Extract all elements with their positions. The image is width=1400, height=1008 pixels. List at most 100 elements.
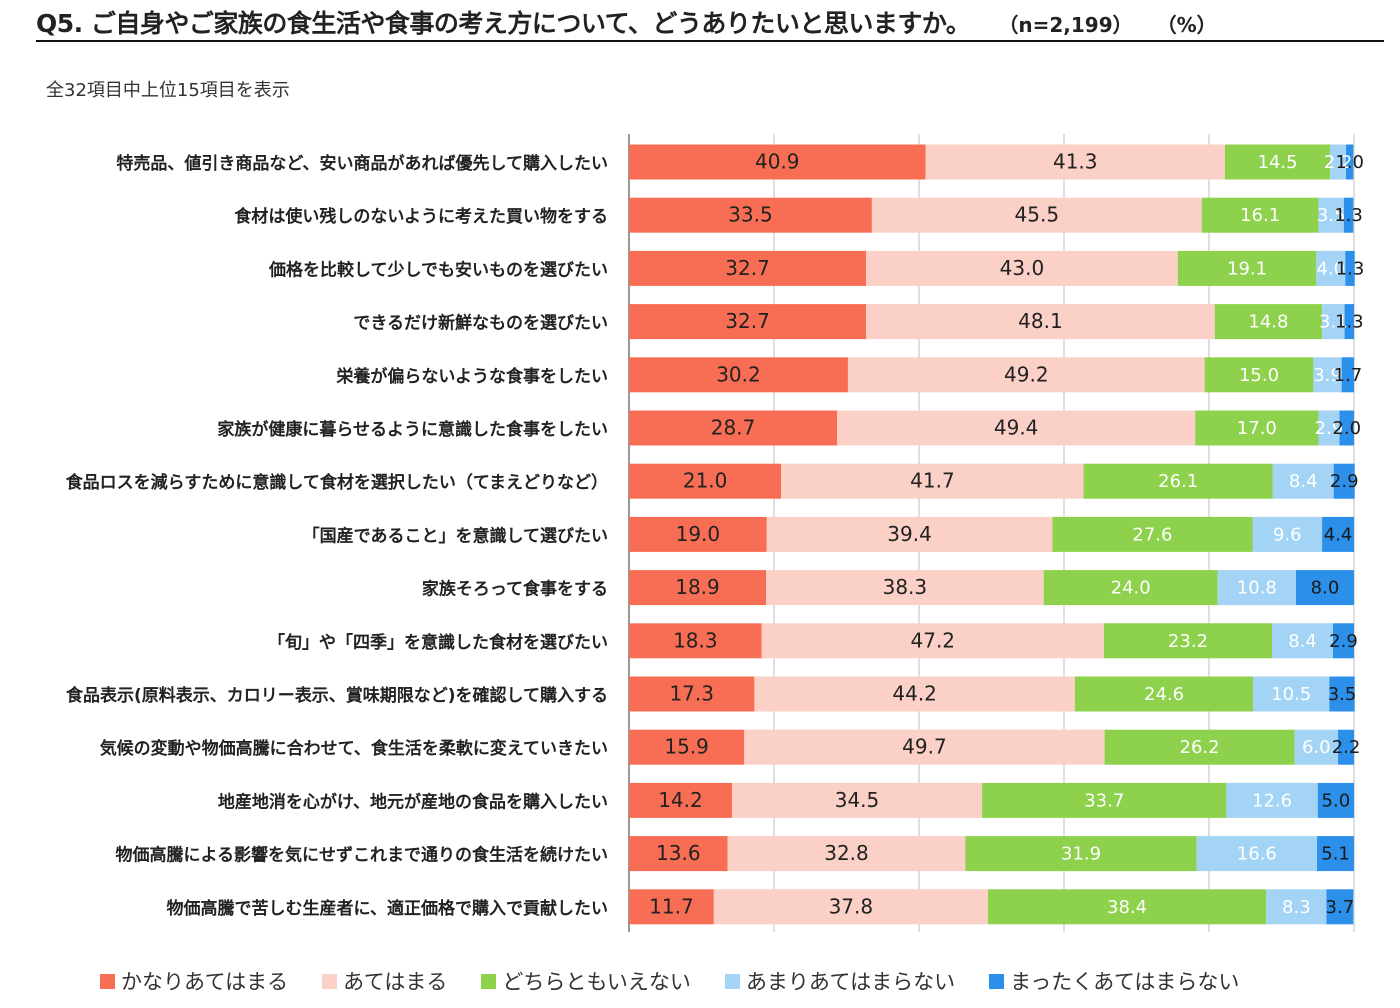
data-label: 14.8 <box>1248 312 1288 333</box>
bar-segment <box>629 410 838 446</box>
data-label: 14.5 <box>1257 152 1297 173</box>
data-label: 2.9 <box>1330 471 1359 492</box>
data-label: 32.7 <box>725 309 770 333</box>
bar-segment <box>1052 516 1253 552</box>
bar-segment <box>1104 729 1295 765</box>
sample-size: （n=2,199） <box>998 13 1133 37</box>
bar-segment <box>1326 889 1354 925</box>
data-label: 26.1 <box>1158 471 1198 492</box>
bar-segment <box>987 889 1267 925</box>
data-label: 15.0 <box>1239 365 1279 386</box>
data-label: 5.0 <box>1322 790 1351 811</box>
data-label: 4.0 <box>1316 258 1345 279</box>
data-label: 10.8 <box>1237 578 1277 599</box>
data-label: 19.1 <box>1227 258 1267 279</box>
bar-segment <box>1330 144 1347 180</box>
bar-segment <box>629 144 926 180</box>
bar-segment <box>1341 357 1354 393</box>
bar-segment <box>1195 410 1319 446</box>
bar-segment <box>1296 570 1354 606</box>
category-label: 価格を比較して少しでも安いものを選びたい <box>268 259 608 280</box>
bar-segment <box>629 836 728 872</box>
data-label: 3.7 <box>1326 897 1355 918</box>
data-label: 13.6 <box>656 841 701 865</box>
data-label: 26.2 <box>1180 737 1220 758</box>
data-label: 1.3 <box>1335 312 1364 333</box>
bar-segment <box>1272 463 1334 499</box>
bar-segment <box>761 623 1104 659</box>
bar-segment <box>1344 304 1354 340</box>
bar-segment <box>1329 676 1355 712</box>
data-label: 17.0 <box>1237 418 1277 439</box>
legend-swatch <box>989 973 1005 989</box>
data-label: 2.9 <box>1315 418 1344 439</box>
category-label: 地産地消を心がけ、地元が産地の食品を購入したい <box>218 791 608 812</box>
data-label: 24.6 <box>1144 684 1184 705</box>
legend-item: かなりあてはまる <box>100 966 288 996</box>
bar-segment <box>629 729 745 765</box>
data-label: 1.3 <box>1336 258 1365 279</box>
bar-segment <box>866 250 1178 286</box>
bar-segment <box>1272 623 1333 659</box>
bar-segment <box>727 836 966 872</box>
bar-segment <box>629 889 714 925</box>
data-label: 11.7 <box>649 894 694 918</box>
bar-segment <box>629 463 782 499</box>
bar-segment <box>629 197 872 233</box>
data-label: 16.6 <box>1237 844 1277 865</box>
bar-segment <box>744 729 1105 765</box>
category-label: 物価高騰で苦しむ生産者に、適正価格で購入で貢献したい <box>167 898 609 919</box>
data-label: 1.3 <box>1334 205 1363 226</box>
category-label: 食品ロスを減らすために意識して食材を選択したい（てまえどりなど） <box>66 472 608 493</box>
chart-title: Q5. ご自身やご家族の食生活や食事の考え方について、どうありたいと思いますか。 <box>36 9 971 38</box>
data-label: 45.5 <box>1015 203 1060 227</box>
data-label: 38.3 <box>883 575 928 599</box>
data-label: 10.5 <box>1271 684 1311 705</box>
bar-segment <box>629 782 732 818</box>
bar-segment <box>1196 836 1318 872</box>
data-label: 49.4 <box>994 416 1039 440</box>
data-label: 3.5 <box>1328 684 1357 705</box>
data-label: 8.4 <box>1288 631 1317 652</box>
bar-segment <box>1294 729 1339 765</box>
bar-segment <box>1332 623 1354 659</box>
bar-segment <box>629 623 762 659</box>
bar-segment <box>837 410 1196 446</box>
data-label: 41.7 <box>910 469 955 493</box>
data-label: 15.9 <box>664 735 709 759</box>
bar-segment <box>1103 623 1273 659</box>
data-label: 3.9 <box>1313 365 1342 386</box>
data-label: 1.0 <box>1335 152 1364 173</box>
data-label: 2.2 <box>1324 152 1353 173</box>
legend-label: まったくあてはまらない <box>1010 970 1240 994</box>
data-label: 9.6 <box>1273 524 1302 545</box>
data-label: 27.6 <box>1132 524 1172 545</box>
legend-swatch <box>724 973 740 989</box>
bar-segment <box>1043 570 1218 606</box>
data-label: 32.7 <box>725 256 770 280</box>
bar-segment <box>1318 410 1340 446</box>
category-label: 食品表示(原料表示、カロリー表示、賞味期限など)を確認して購入する <box>66 685 608 706</box>
bar-segment <box>754 676 1075 712</box>
data-label: 8.4 <box>1289 471 1318 492</box>
data-label: 34.5 <box>835 788 880 812</box>
bar-segment <box>629 250 867 286</box>
category-label: 特売品、値引き商品など、安い商品があれば優先して購入したい <box>116 153 608 174</box>
category-label: 栄養が偏らないような食事をしたい <box>335 366 608 387</box>
data-label: 8.0 <box>1311 578 1340 599</box>
bar-segment <box>629 304 867 340</box>
data-label: 18.9 <box>675 575 720 599</box>
bar-segment <box>1322 516 1354 552</box>
bar-segment <box>982 782 1227 818</box>
bar-segment <box>1266 889 1327 925</box>
bar-segment <box>766 516 1053 552</box>
bar-segment <box>847 357 1205 393</box>
bar-segment <box>1322 304 1345 340</box>
category-label: 家族そろって食事をする <box>422 579 608 600</box>
bar-segment <box>1345 250 1355 286</box>
data-label: 39.4 <box>887 522 932 546</box>
bar-segment <box>1333 463 1355 499</box>
legend-item: あまりあてはまらない <box>724 966 955 996</box>
legend-label: どちらともいえない <box>502 970 691 994</box>
bar-segment <box>1201 197 1319 233</box>
